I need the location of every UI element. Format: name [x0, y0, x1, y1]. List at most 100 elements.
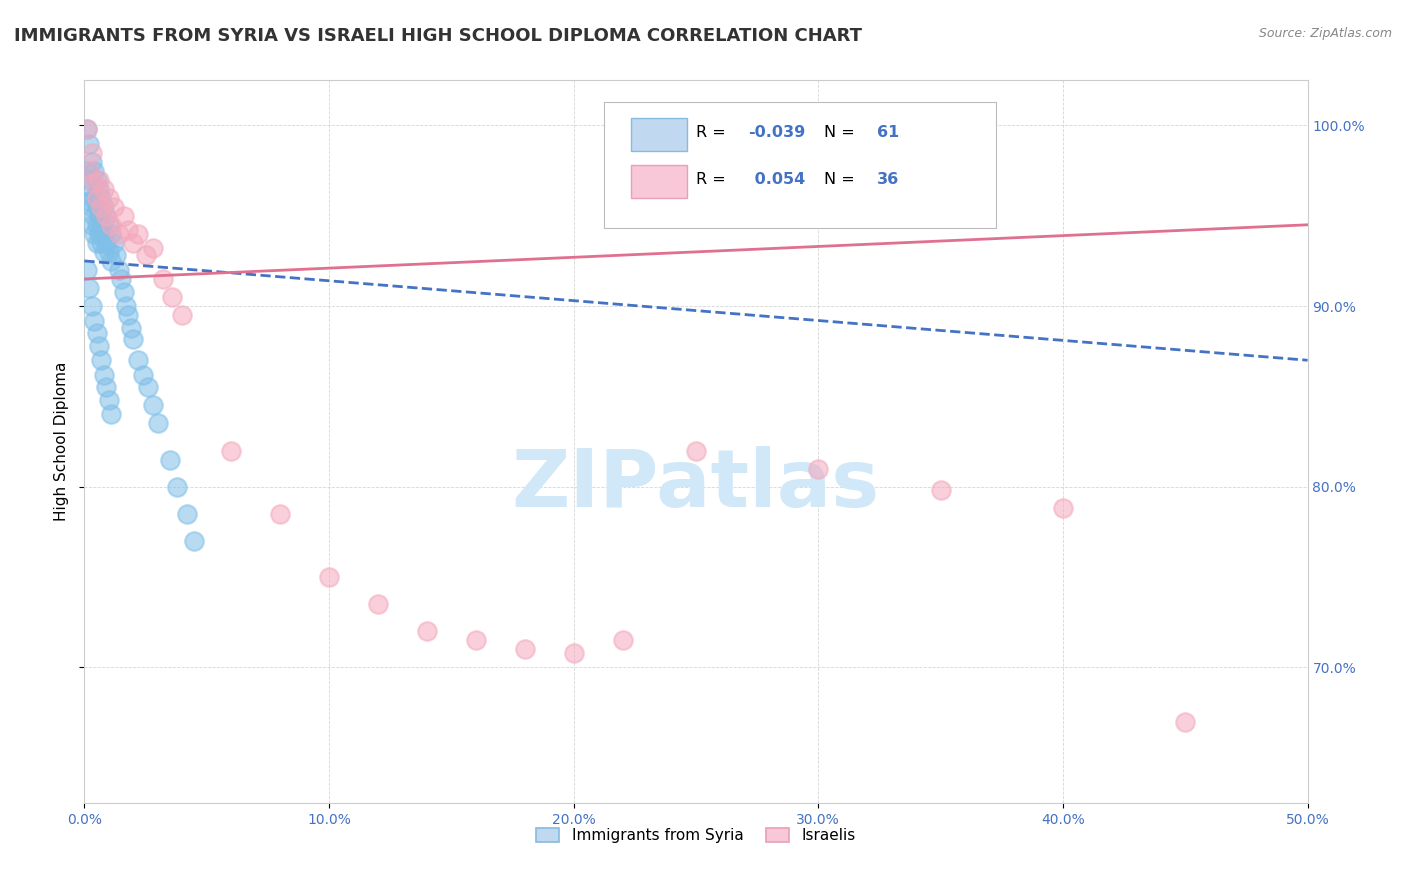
Point: [142, 398, 165, 412]
Point: [122, 332, 145, 346]
Point: [83, 209, 105, 223]
Point: [96, 209, 118, 223]
Point: [77, 172, 100, 186]
Point: [93, 244, 115, 259]
Point: [219, 443, 242, 458]
Point: [162, 290, 184, 304]
Point: [103, 200, 125, 214]
FancyBboxPatch shape: [605, 102, 995, 228]
Point: [76, 122, 98, 136]
Point: [80, 181, 103, 195]
Point: [90, 353, 112, 368]
Point: [86, 218, 108, 232]
Point: [80, 299, 103, 313]
Point: [132, 368, 155, 382]
Text: N =: N =: [824, 125, 860, 140]
Point: [87, 227, 110, 241]
Point: [112, 285, 135, 299]
Point: [77, 163, 100, 178]
Point: [127, 227, 149, 241]
Point: [127, 353, 149, 368]
Point: [83, 313, 105, 327]
Text: 0.054: 0.054: [748, 172, 804, 186]
Point: [93, 227, 115, 241]
Point: [90, 191, 112, 205]
Point: [117, 308, 139, 322]
Point: [96, 380, 118, 394]
Point: [117, 223, 139, 237]
Point: [172, 308, 194, 322]
FancyBboxPatch shape: [631, 165, 688, 198]
Point: [93, 181, 115, 195]
Text: 61: 61: [877, 125, 900, 140]
Point: [86, 172, 108, 186]
Point: [1174, 714, 1197, 729]
Point: [100, 227, 122, 241]
Point: [80, 218, 103, 232]
Point: [135, 248, 157, 262]
Point: [136, 380, 159, 394]
Point: [77, 136, 100, 151]
Point: [87, 209, 110, 223]
Point: [76, 122, 98, 136]
Point: [97, 191, 120, 205]
Point: [464, 633, 486, 648]
Point: [86, 200, 108, 214]
Text: R =: R =: [696, 172, 731, 186]
Point: [80, 154, 103, 169]
Point: [77, 194, 100, 209]
Point: [105, 248, 128, 262]
Point: [120, 320, 142, 334]
Point: [93, 368, 115, 382]
Point: [152, 272, 174, 286]
Text: -0.039: -0.039: [748, 125, 806, 140]
Point: [83, 227, 105, 241]
Text: ZIPatlas: ZIPatlas: [512, 446, 880, 524]
Point: [367, 597, 389, 611]
Point: [93, 200, 115, 214]
Point: [416, 624, 439, 639]
Point: [97, 244, 120, 259]
Point: [97, 218, 120, 232]
Point: [107, 227, 129, 241]
Point: [83, 191, 105, 205]
Point: [612, 633, 634, 648]
Point: [90, 200, 112, 214]
Point: [97, 392, 120, 407]
Point: [107, 263, 129, 277]
Point: [183, 533, 205, 548]
Text: Source: ZipAtlas.com: Source: ZipAtlas.com: [1258, 27, 1392, 40]
Point: [807, 461, 830, 475]
Point: [112, 209, 135, 223]
Point: [115, 299, 138, 313]
Point: [110, 272, 132, 286]
Point: [80, 200, 103, 214]
Text: 36: 36: [877, 172, 900, 186]
Point: [142, 241, 165, 255]
Point: [86, 191, 108, 205]
Text: IMMIGRANTS FROM SYRIA VS ISRAELI HIGH SCHOOL DIPLOMA CORRELATION CHART: IMMIGRANTS FROM SYRIA VS ISRAELI HIGH SC…: [14, 27, 862, 45]
Point: [80, 145, 103, 160]
Point: [83, 176, 105, 190]
Point: [269, 507, 291, 521]
Point: [100, 218, 122, 232]
Point: [159, 452, 181, 467]
Point: [122, 235, 145, 250]
Y-axis label: High School Diploma: High School Diploma: [53, 362, 69, 521]
Point: [83, 163, 105, 178]
Point: [562, 646, 585, 660]
Point: [513, 642, 536, 657]
Point: [87, 181, 110, 195]
Point: [87, 172, 110, 186]
FancyBboxPatch shape: [631, 118, 688, 151]
Point: [100, 253, 122, 268]
Point: [87, 339, 110, 353]
Point: [1052, 501, 1074, 516]
Point: [76, 263, 98, 277]
Point: [146, 417, 169, 431]
Point: [96, 235, 118, 250]
Point: [100, 408, 122, 422]
Point: [96, 209, 118, 223]
Point: [76, 163, 98, 178]
Point: [86, 235, 108, 250]
